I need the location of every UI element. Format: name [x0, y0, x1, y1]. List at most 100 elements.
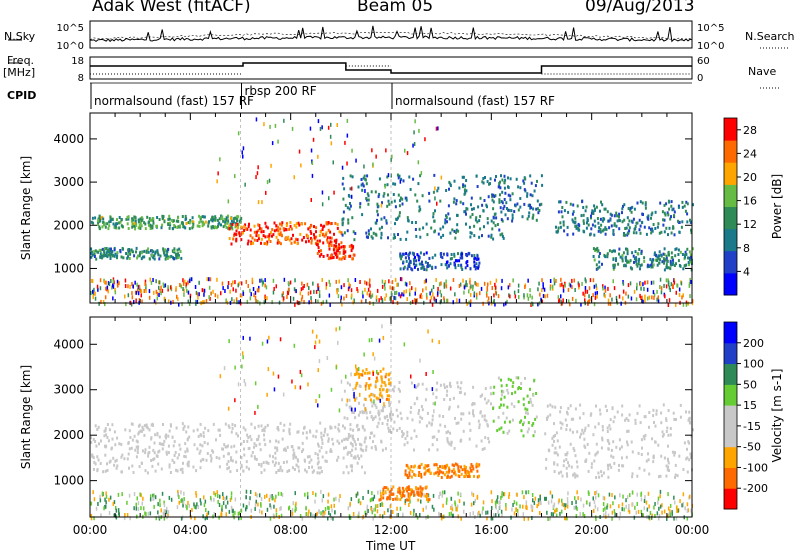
ground-scatter-mark [216, 277, 218, 282]
ground-scatter-mark [110, 279, 112, 283]
backscatter-mark [540, 174, 543, 178]
backscatter-mark [561, 422, 564, 426]
backscatter-mark [231, 426, 234, 430]
ground-scatter-mark [148, 295, 151, 300]
backscatter-mark [225, 216, 228, 220]
backscatter-mark [529, 397, 532, 401]
backscatter-mark [497, 376, 500, 380]
ground-scatter-mark [522, 512, 525, 517]
backscatter-mark [477, 464, 480, 468]
ground-scatter-mark [451, 504, 453, 509]
backscatter-mark [109, 216, 112, 220]
backscatter-mark [399, 389, 401, 393]
backscatter-mark [455, 231, 457, 235]
ground-scatter-mark [422, 507, 424, 512]
backscatter-mark [491, 198, 494, 202]
ground-scatter-mark [609, 293, 611, 298]
backscatter-mark [546, 415, 549, 419]
backscatter-mark [140, 251, 143, 255]
backscatter-mark [132, 224, 135, 228]
backscatter-mark [383, 486, 386, 489]
backscatter-mark [437, 466, 439, 470]
ground-scatter-mark [667, 492, 669, 497]
ground-scatter-mark [463, 285, 466, 290]
sparse-mark [351, 148, 353, 153]
backscatter-mark [592, 210, 595, 214]
backscatter-mark [104, 453, 107, 457]
backscatter-mark [682, 267, 685, 271]
backscatter-mark [662, 223, 665, 227]
backscatter-mark [115, 458, 118, 462]
backscatter-mark [97, 218, 100, 222]
backscatter-mark [582, 213, 585, 217]
backscatter-mark [451, 463, 454, 467]
ground-scatter-mark [134, 290, 137, 295]
backscatter-mark [431, 256, 434, 260]
ground-scatter-mark [609, 301, 612, 306]
ground-scatter-mark [165, 510, 168, 515]
ground-scatter-mark [561, 502, 564, 507]
sparse-mark [341, 165, 344, 170]
ground-scatter-mark [337, 287, 339, 292]
backscatter-mark [604, 207, 607, 211]
backscatter-mark [419, 493, 422, 497]
backscatter-mark [444, 218, 447, 222]
backscatter-mark [654, 227, 657, 230]
backscatter-mark [433, 463, 436, 467]
backscatter-mark [135, 246, 138, 250]
backscatter-mark [417, 412, 420, 415]
backscatter-mark [151, 422, 154, 426]
backscatter-mark [623, 232, 625, 235]
backscatter-mark [329, 240, 332, 244]
ground-scatter-mark [359, 280, 361, 284]
ground-scatter-mark [566, 497, 569, 502]
backscatter-mark [236, 469, 239, 472]
ground-scatter-mark [191, 507, 193, 512]
ground-scatter-mark [439, 300, 442, 305]
backscatter-mark [655, 253, 657, 257]
backscatter-mark [152, 448, 155, 452]
ground-scatter-mark [654, 514, 656, 518]
backscatter-mark [669, 217, 672, 221]
ground-scatter-mark [603, 496, 606, 501]
backscatter-mark [230, 430, 233, 434]
ground-scatter-mark [449, 286, 452, 291]
backscatter-mark [598, 260, 601, 264]
backscatter-mark [378, 417, 381, 421]
backscatter-mark [264, 443, 267, 447]
ground-scatter-mark [602, 502, 605, 506]
ground-scatter-mark [379, 489, 382, 494]
backscatter-mark [483, 418, 486, 422]
backscatter-mark [413, 402, 416, 406]
backscatter-mark [296, 430, 299, 434]
backscatter-mark [374, 415, 377, 419]
backscatter-mark [446, 389, 449, 393]
colorbar-tick-label: 28 [743, 124, 757, 137]
ground-scatter-mark [347, 278, 349, 283]
ground-scatter-mark [457, 491, 459, 496]
ground-scatter-mark [264, 278, 266, 283]
backscatter-mark [112, 222, 115, 226]
ground-scatter-mark [369, 498, 372, 503]
backscatter-mark [151, 464, 154, 468]
ground-scatter-mark [592, 293, 594, 298]
backscatter-mark [448, 407, 451, 411]
backscatter-mark [555, 225, 557, 229]
ground-scatter-mark [246, 505, 248, 510]
ground-scatter-mark [412, 512, 415, 516]
backscatter-mark [279, 231, 282, 235]
ground-scatter-mark [661, 510, 663, 515]
backscatter-mark [418, 205, 421, 209]
backscatter-mark [207, 429, 210, 433]
backscatter-mark [445, 215, 448, 219]
backscatter-mark [389, 415, 392, 418]
backscatter-mark [331, 256, 334, 260]
backscatter-mark [688, 250, 691, 254]
ground-scatter-mark [685, 302, 688, 307]
ground-scatter-mark [232, 280, 234, 285]
ground-scatter-mark [269, 503, 271, 508]
ground-scatter-mark [234, 510, 236, 515]
backscatter-mark [685, 263, 688, 267]
ground-scatter-mark [335, 496, 337, 501]
ground-scatter-mark [353, 298, 355, 303]
